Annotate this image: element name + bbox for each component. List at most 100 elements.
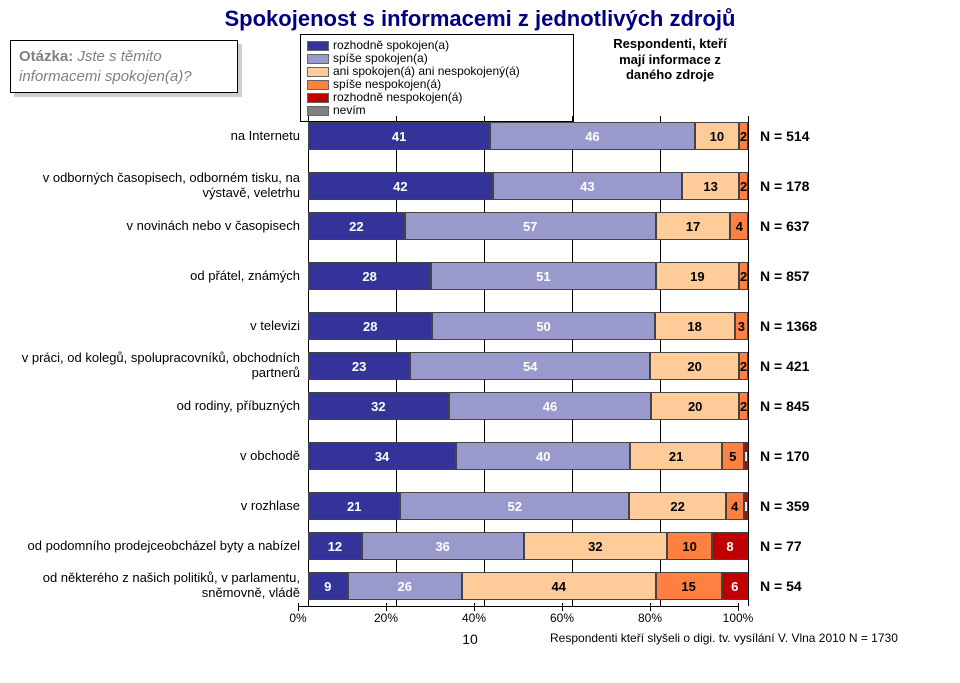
row-label: v odborných časopisech, odborném tisku, …: [10, 171, 308, 201]
group-spacer: [10, 476, 950, 486]
bar-segment: 6: [722, 572, 748, 600]
x-tick-label: 20%: [374, 611, 398, 625]
group-spacer: [10, 296, 950, 306]
bar-segment: 42: [308, 172, 493, 200]
x-tick: [298, 603, 299, 611]
bar-track: 21522241: [308, 492, 748, 520]
bar-segment: 50: [432, 312, 654, 340]
chart-row: v práci, od kolegů, spolupracovníků, obc…: [10, 346, 950, 386]
legend: rozhodně spokojen(a)spíše spokojen(a)ani…: [300, 34, 574, 122]
footer: 10 Respondenti kteří slyšeli o digi. tv.…: [0, 631, 960, 647]
question-box: Otázka: Jste s těmito informacemi spokoj…: [10, 40, 238, 93]
row-label: v práci, od kolegů, spolupracovníků, obc…: [10, 351, 308, 381]
x-tick-label: 0%: [289, 611, 306, 625]
n-label: N = 845: [748, 398, 860, 414]
group-spacer: [10, 246, 950, 256]
bar-segment: 23: [308, 352, 410, 380]
bar-segment: 41: [308, 122, 490, 150]
group-spacer: [10, 156, 950, 166]
bar-track: 34402151: [308, 442, 748, 470]
bar-segment: 10: [667, 532, 712, 560]
n-label: N = 857: [748, 268, 860, 284]
legend-swatch: [307, 80, 329, 90]
chart-row: od podomního prodejceobcházel byty a nab…: [10, 526, 950, 566]
n-label: N = 359: [748, 498, 860, 514]
legend-swatch: [307, 41, 329, 51]
bar-track: 4243132: [308, 172, 748, 200]
bar-track: 123632108: [308, 532, 748, 560]
chart-row: v televizi2850183N = 1368: [10, 306, 950, 346]
chart-row: od přátel, známých2851192N = 857: [10, 256, 950, 296]
bar-segment: 9: [308, 572, 348, 600]
question-text-2: informacemi spokojen(a)?: [19, 68, 192, 85]
row-label: na Internetu: [10, 129, 308, 144]
x-tick-label: 60%: [550, 611, 574, 625]
bar-segment: 22: [629, 492, 726, 520]
bar-segment: 26: [348, 572, 462, 600]
chart-row: na Internetu4146102N = 514: [10, 116, 950, 156]
bar-track: 4146102: [308, 122, 748, 150]
row-label: od některého z našich politiků, v parlam…: [10, 571, 308, 601]
x-tick-label: 100%: [723, 611, 754, 625]
x-tick-label: 40%: [462, 611, 486, 625]
x-tick: [386, 603, 387, 611]
chart-row: od rodiny, příbuzných3246202N = 845: [10, 386, 950, 426]
bar-segment: 15: [656, 572, 722, 600]
bar-segment: 36: [362, 532, 524, 560]
bar-segment: 4: [730, 212, 748, 240]
bar-segment: 2: [739, 392, 748, 420]
top-area: Otázka: Jste s těmito informacemi spokoj…: [0, 32, 960, 112]
chart-row: od některého z našich politiků, v parlam…: [10, 566, 950, 606]
n-label: N = 514: [748, 128, 860, 144]
bar-segment: 17: [656, 212, 731, 240]
bar-segment: 44: [462, 572, 656, 600]
bar-segment: 4: [726, 492, 744, 520]
chart-row: v obchodě34402151N = 170: [10, 436, 950, 476]
x-tick-label: 80%: [638, 611, 662, 625]
n-label: N = 54: [748, 578, 860, 594]
x-tick: [562, 603, 563, 611]
bar-segment: 46: [449, 392, 651, 420]
bar-segment: 21: [630, 442, 721, 470]
row-label: od přátel, známých: [10, 269, 308, 284]
bar-segment: 8: [712, 532, 748, 560]
x-axis: 0%20%40%60%80%100%: [298, 606, 738, 631]
legend-swatch: [307, 54, 329, 64]
group-spacer: [10, 426, 950, 436]
bar-segment: 52: [400, 492, 629, 520]
legend-swatch: [307, 67, 329, 77]
bar-segment: 57: [405, 212, 656, 240]
bar-segment: 2: [739, 352, 748, 380]
bar-segment: 5: [722, 442, 744, 470]
row-label: v rozhlase: [10, 499, 308, 514]
bar-track: 2851192: [308, 262, 748, 290]
bar-track: 2257174: [308, 212, 748, 240]
bar-segment: 3: [735, 312, 748, 340]
bar-segment: 2: [739, 262, 748, 290]
bar-segment: 43: [493, 172, 682, 200]
bar-segment: 54: [410, 352, 650, 380]
bar-segment: 10: [695, 122, 739, 150]
legend-swatch: [307, 93, 329, 103]
row-label: od podomního prodejceobcházel byty a nab…: [10, 539, 308, 554]
footer-source: Respondenti kteří slyšeli o digi. tv. vy…: [510, 631, 960, 647]
bar-segment: 34: [308, 442, 456, 470]
bar-segment: 13: [682, 172, 739, 200]
n-label: N = 77: [748, 538, 860, 554]
bar-segment: 12: [308, 532, 362, 560]
bar-segment: 51: [431, 262, 655, 290]
bar-segment: 32: [308, 392, 449, 420]
n-label: N = 1368: [748, 318, 860, 334]
chart-area: na Internetu4146102N = 514v odborných ča…: [10, 116, 950, 606]
page-number: 10: [430, 631, 510, 647]
bar-track: 92644156: [308, 572, 748, 600]
row-label: od rodiny, příbuzných: [10, 399, 308, 414]
x-tick: [474, 603, 475, 611]
row-label: v televizi: [10, 319, 308, 334]
chart-row: v odborných časopisech, odborném tisku, …: [10, 166, 950, 206]
n-label: N = 421: [748, 358, 860, 374]
bar-track: 2354202: [308, 352, 748, 380]
n-label: N = 170: [748, 448, 860, 464]
chart-title: Spokojenost s informacemi z jednotlivých…: [0, 0, 960, 32]
bar-segment: 20: [650, 352, 739, 380]
